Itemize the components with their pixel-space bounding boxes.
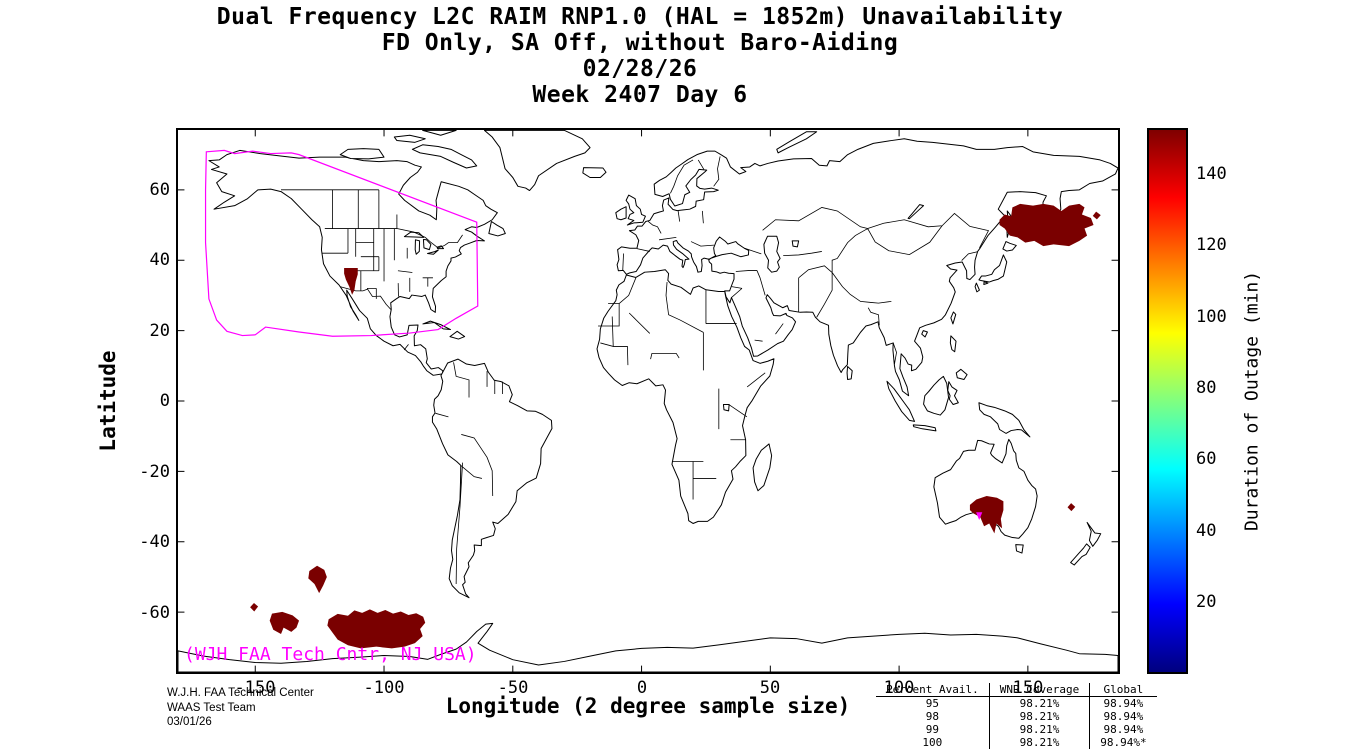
stats-header-row: Percent Avail. WNR Coverage Global (876, 683, 1157, 697)
stats-cell: 99 (925, 723, 939, 736)
colorbar-tick-label: 60 (1196, 449, 1217, 469)
footer-credits: W.J.H. FAA Technical Center WAAS Test Te… (167, 686, 314, 730)
stats-cell: 98.94% (1089, 710, 1157, 723)
axis-tick-marks (178, 130, 1118, 672)
outage-regions-layer (250, 203, 1101, 649)
title-line-4: Week 2407 Day 6 (532, 82, 748, 108)
outage-region-south-pacific-large (327, 609, 426, 649)
title-line-3: 02/28/26 (582, 56, 698, 82)
footer-line: WAAS Test Team (167, 701, 256, 714)
stats-row: 99 98.21% 98.94% (876, 723, 1157, 736)
site-marker-triangle (976, 512, 983, 520)
colorbar-tick-label: 80 (1196, 378, 1217, 398)
stats-cell: 98.21% (988, 710, 1090, 723)
stats-cell: 98.21% (988, 696, 1090, 710)
colorbar-label: Duration of Outage (min) (1241, 270, 1263, 532)
stats-header-global: Global (1089, 683, 1157, 697)
outage-region-northeast-asia-east-point (1092, 211, 1101, 220)
outage-region-northeast-asia (999, 203, 1094, 247)
y-tick-label: -60 (139, 603, 170, 623)
stats-cell: 98.21% (988, 723, 1090, 736)
stats-cell: 100 (922, 736, 943, 749)
outage-region-us-southwest (344, 267, 358, 295)
x-axis-label: Longitude (2 degree sample size) (445, 694, 851, 718)
colorbar (1147, 128, 1188, 674)
y-axis-label: Latitude (96, 350, 120, 452)
y-tick-label: 40 (149, 250, 170, 270)
availability-stats-table: Percent Avail. WNR Coverage Global 95 98… (876, 683, 1157, 749)
stats-cell: 98 (925, 710, 939, 723)
stats-header-wnr-coverage: WNR Coverage (988, 683, 1090, 697)
title-line-1: Dual Frequency L2C RAIM RNP1.0 (HAL = 18… (216, 4, 1064, 30)
stats-cell: 98.94%* (1089, 736, 1157, 749)
x-tick-label: 0 (636, 678, 648, 698)
x-tick-label: -150 (234, 678, 276, 698)
stats-row: 95 98.21% 98.94% (876, 696, 1157, 710)
colorbar-tick-label: 120 (1196, 235, 1227, 255)
world-map (178, 130, 1118, 672)
outage-region-south-pacific-west (269, 611, 300, 634)
outage-region-coral-sea-point (1067, 503, 1076, 512)
y-tick-label: -20 (139, 462, 170, 482)
tech-center-annotation: (WJH FAA Tech Cntr, NJ USA) (184, 644, 477, 665)
colorbar-tick-label: 40 (1196, 521, 1217, 541)
stats-header-percent-avail: Percent Avail. (876, 683, 990, 697)
x-tick-label: -100 (363, 678, 405, 698)
colorbar-tick-label: 100 (1196, 307, 1227, 327)
outage-region-south-australia (969, 496, 1004, 534)
footer-line: 03/01/26 (167, 716, 212, 728)
figure-title: Dual Frequency L2C RAIM RNP1.0 (HAL = 18… (0, 4, 1280, 108)
world-map-land (178, 130, 1118, 672)
stats-cell: 98.21% (988, 736, 1090, 749)
map-plot-area: (WJH FAA Tech Cntr, NJ USA) (176, 128, 1120, 674)
stats-cell: 98.94% (1089, 723, 1157, 736)
stats-cell: 95 (925, 697, 939, 710)
x-tick-label: 50 (759, 678, 781, 698)
colorbar-tick-label: 20 (1196, 592, 1217, 612)
country-borders (281, 156, 988, 584)
y-tick-label: 60 (149, 180, 170, 200)
waas-service-volume-outline (206, 150, 478, 336)
y-tick-label: -40 (139, 532, 170, 552)
outage-region-south-pacific-point (250, 603, 259, 612)
x-tick-label: -50 (497, 678, 529, 698)
footer-line: W.J.H. FAA Technical Center (167, 687, 314, 699)
outage-region-south-pacific-small (308, 565, 327, 594)
y-tick-label: 20 (149, 321, 170, 341)
stats-cell: 98.94% (1089, 696, 1157, 710)
service-volume-layer (206, 150, 983, 520)
stats-row: 100 98.21% 98.94%* (876, 736, 1157, 749)
colorbar-tick-label: 140 (1196, 164, 1227, 184)
y-tick-label: 0 (159, 391, 170, 411)
stats-row: 98 98.21% 98.94% (876, 710, 1157, 723)
title-line-2: FD Only, SA Off, without Baro-Aiding (381, 30, 899, 56)
